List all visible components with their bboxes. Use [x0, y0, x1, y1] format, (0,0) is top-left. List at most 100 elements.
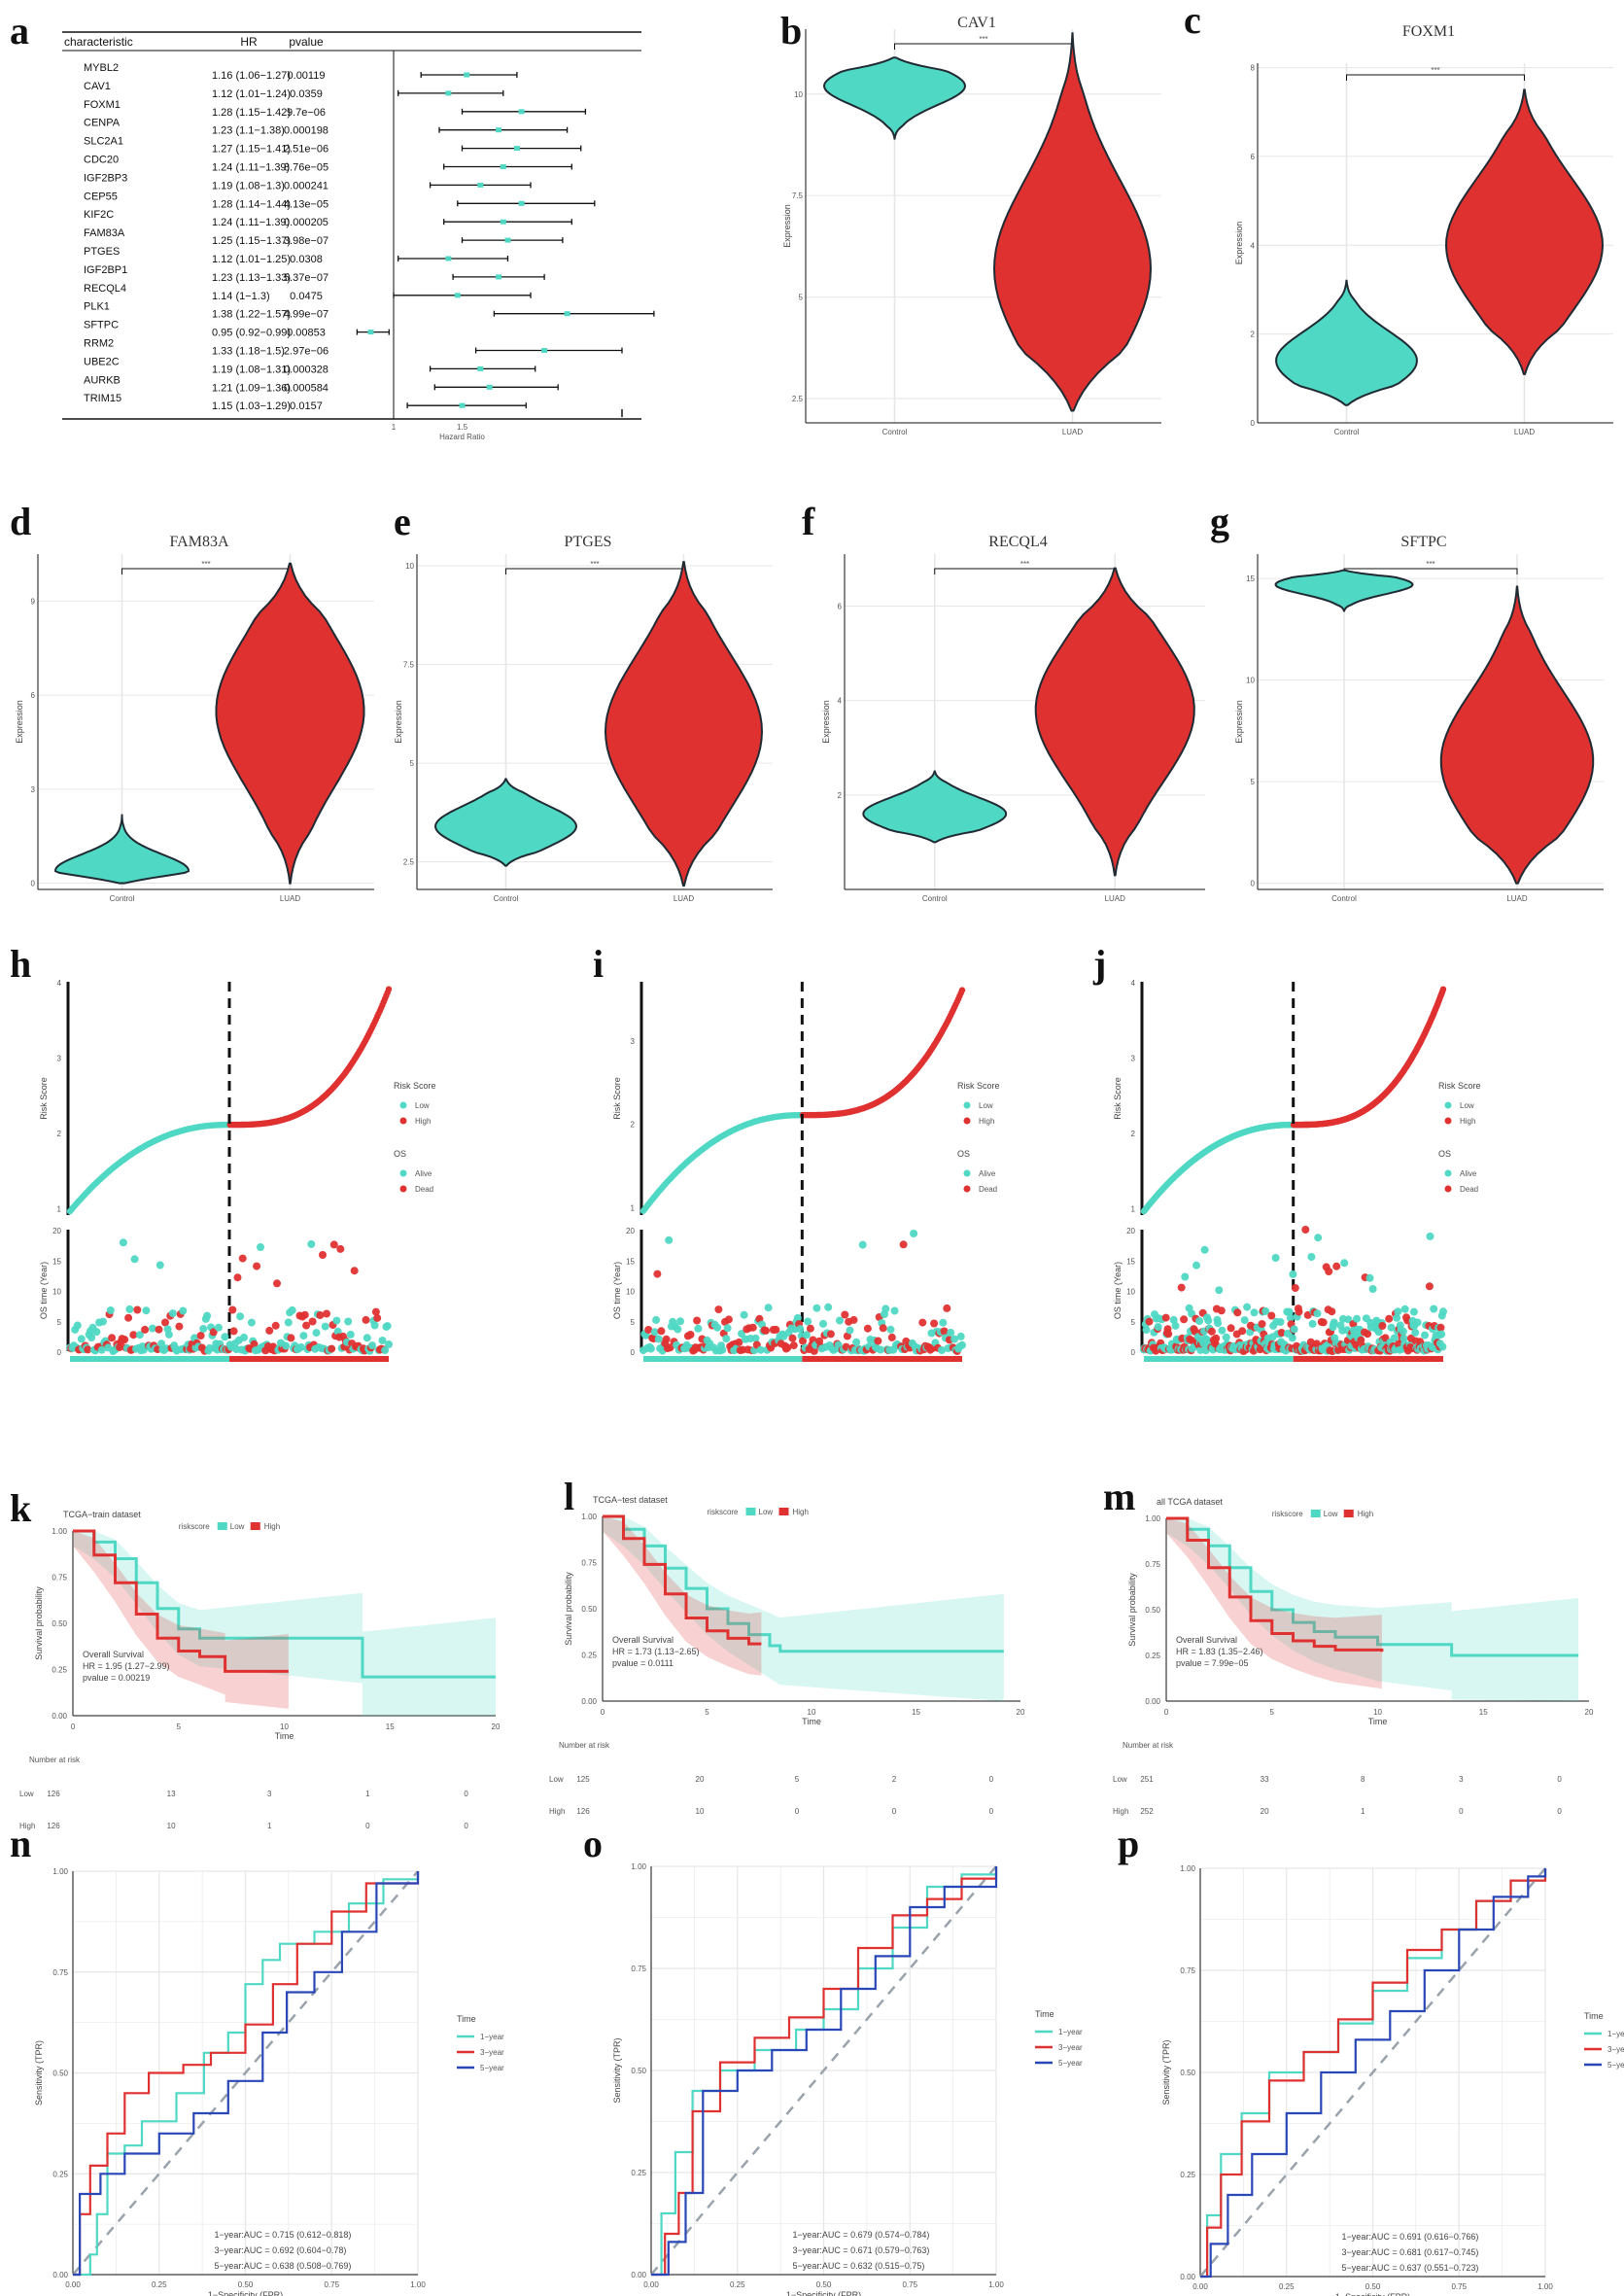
os-point: [1222, 1333, 1230, 1341]
os-point: [228, 1305, 237, 1314]
y-tick-label: 2: [57, 1130, 62, 1138]
os-point: [1227, 1324, 1235, 1333]
os-point: [1436, 1323, 1445, 1332]
violin-luad: [1444, 88, 1605, 375]
legend-dot-dead: [1444, 1185, 1452, 1193]
violin-luad: [215, 562, 365, 885]
os-point: [836, 1316, 844, 1325]
risk-count: 10: [167, 1822, 176, 1830]
y-tick-label: 1.00: [52, 1527, 67, 1536]
os-point: [99, 1317, 107, 1326]
x-tick-label: 5: [1270, 1708, 1275, 1717]
group-bar-high: [1293, 1356, 1443, 1362]
x-tick-label: 0.25: [1279, 2282, 1295, 2291]
os-point: [383, 1322, 392, 1331]
y-axis-label: OS time (Year): [1113, 1262, 1123, 1319]
chart-title: SFTPC: [1400, 534, 1446, 550]
y-tick-label: 0.50: [1180, 2069, 1195, 2077]
os-point: [362, 1315, 370, 1324]
os-point: [302, 1321, 311, 1330]
risk-count: 0: [1459, 1807, 1464, 1816]
row-characteristic: SLC2A1: [84, 136, 123, 148]
os-point: [714, 1305, 723, 1314]
risk-count: 3: [267, 1790, 272, 1798]
signif-label: ***: [1426, 560, 1434, 569]
y-axis-label: Risk Score: [1113, 1077, 1123, 1120]
roc-plot-n: 0.00 0.25 0.50 0.75 1.00 0.00 0.25 0.50 0.75 1.00…: [34, 1867, 504, 2296]
os-point: [740, 1310, 748, 1319]
risk-count: 2: [892, 1775, 897, 1784]
legend-title: Risk Score: [394, 1081, 436, 1091]
legend-dot-high: [1444, 1117, 1452, 1125]
os-point: [321, 1322, 329, 1331]
x-tick-label: 20: [492, 1722, 501, 1731]
violin-luad: [1439, 585, 1595, 885]
legend-label: 3−year: [1058, 2043, 1083, 2052]
roc-curve-1-year: [651, 1866, 998, 2277]
y-tick-label: 4: [838, 697, 843, 706]
y-tick-label: 6: [31, 691, 36, 700]
os-point: [1240, 1316, 1249, 1325]
x-tick-label: 0.75: [902, 2280, 917, 2289]
hazard-ratio-label: HR = 1.95 (1.27−2.99): [83, 1661, 170, 1671]
os-point: [1430, 1305, 1438, 1313]
km-curve-high: [603, 1514, 762, 1646]
os-point: [214, 1323, 223, 1332]
y-tick-label: 10: [1126, 1288, 1135, 1297]
y-axis-label: Expression: [782, 204, 792, 248]
os-point: [209, 1328, 218, 1337]
os-point: [1233, 1308, 1242, 1317]
x-tick-label: 20: [1585, 1708, 1594, 1717]
os-point: [1364, 1330, 1372, 1339]
group-bar-low: [1144, 1356, 1294, 1362]
row-characteristic: CEP55: [84, 191, 118, 202]
row-hr: 1.24 (1.11−1.39): [212, 217, 290, 228]
y-tick-label: 1: [1131, 1204, 1136, 1213]
x-tick-label: LUAD: [280, 894, 301, 903]
os-point: [852, 1338, 861, 1346]
os-point: [1154, 1323, 1162, 1331]
y-tick-label: 0.00: [1145, 1697, 1160, 1706]
row-pvalue: 0.000328: [284, 364, 328, 375]
os-point: [308, 1317, 317, 1326]
os-point: [1243, 1303, 1252, 1311]
os-point: [129, 1331, 138, 1339]
row-hr: 1.28 (1.14−1.44): [212, 198, 291, 210]
os-point: [229, 1327, 238, 1336]
group-bar-low: [643, 1356, 803, 1362]
y-tick-label: 0.25: [52, 2170, 68, 2178]
legend-title: OS: [957, 1149, 970, 1159]
violin-control: [822, 56, 967, 140]
os-point: [846, 1326, 854, 1335]
ci-band-low: [73, 1531, 496, 1716]
os-point: [135, 1331, 144, 1339]
y-tick-label: 2.5: [792, 395, 804, 403]
y-axis-label: OS time (Year): [612, 1262, 622, 1319]
panel-letter-f: f: [802, 500, 815, 543]
os-point: [240, 1333, 248, 1341]
row-pvalue: 4.13e−05: [284, 198, 328, 210]
os-point: [722, 1335, 731, 1343]
os-point: [1215, 1286, 1224, 1295]
legend-label: Alive: [415, 1169, 432, 1178]
risk-count: 0: [1557, 1775, 1562, 1784]
y-axis-label: OS time (Year): [39, 1262, 49, 1319]
os-point: [368, 1341, 376, 1350]
hr-point: [464, 72, 470, 78]
os-point: [1390, 1334, 1399, 1342]
os-point: [819, 1319, 827, 1328]
row-pvalue: 2.51e−06: [284, 144, 328, 156]
legend-key-high: [1343, 1510, 1354, 1517]
os-point: [1394, 1307, 1402, 1316]
os-point: [175, 1322, 184, 1331]
os-point: [1421, 1331, 1429, 1339]
os-point: [1330, 1318, 1338, 1327]
row-hr: 1.19 (1.08−1.31): [212, 364, 291, 375]
x-tick-label: 0.50: [238, 2280, 254, 2289]
os-point: [713, 1323, 722, 1332]
row-pvalue: 5.37e−07: [284, 272, 328, 284]
row-characteristic: RRM2: [84, 338, 114, 350]
x-axis-label: 1−Specificity (FPR): [786, 2290, 861, 2296]
chart-title: TCGA−train dataset: [63, 1510, 141, 1519]
os-point: [748, 1323, 757, 1332]
